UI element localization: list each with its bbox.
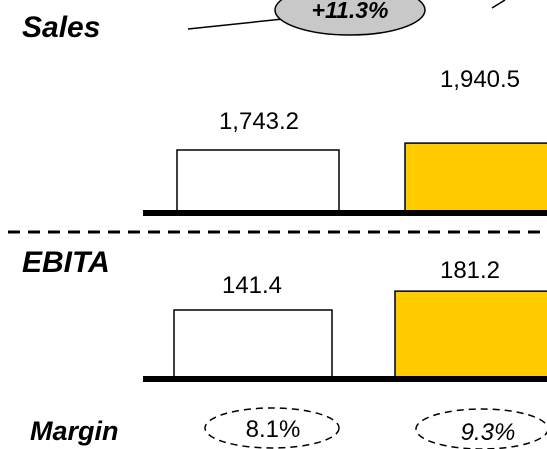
margin-value-2: 9.3% [461, 419, 516, 446]
margin-value-1: 8.1% [246, 416, 301, 443]
growth-bubble [274, 0, 426, 36]
sales-bar-2 [404, 142, 547, 212]
ebita-value-label-1: 141.4 [222, 272, 282, 299]
growth-callout-line [187, 18, 284, 30]
ebita-bar-2 [394, 290, 547, 378]
sales-title: Sales [22, 11, 100, 44]
sales-bars [176, 142, 547, 212]
sales-bar-1 [176, 149, 340, 212]
margin-ellipse-2 [415, 408, 547, 449]
ebita-title: EBITA [22, 246, 110, 279]
sales-value-label-2: 1,940.5 [440, 66, 520, 93]
ebita-bars [173, 290, 547, 378]
margin-ellipse-1 [204, 407, 340, 449]
ebita-bar-1 [173, 309, 333, 378]
ebita-value-label-2: 181.2 [440, 257, 500, 284]
sales-value-label-1: 1,743.2 [219, 108, 299, 135]
growth-callout-line-right [491, 0, 506, 9]
margin-label: Margin [30, 416, 119, 446]
growth-label: +11.3% [312, 0, 389, 23]
